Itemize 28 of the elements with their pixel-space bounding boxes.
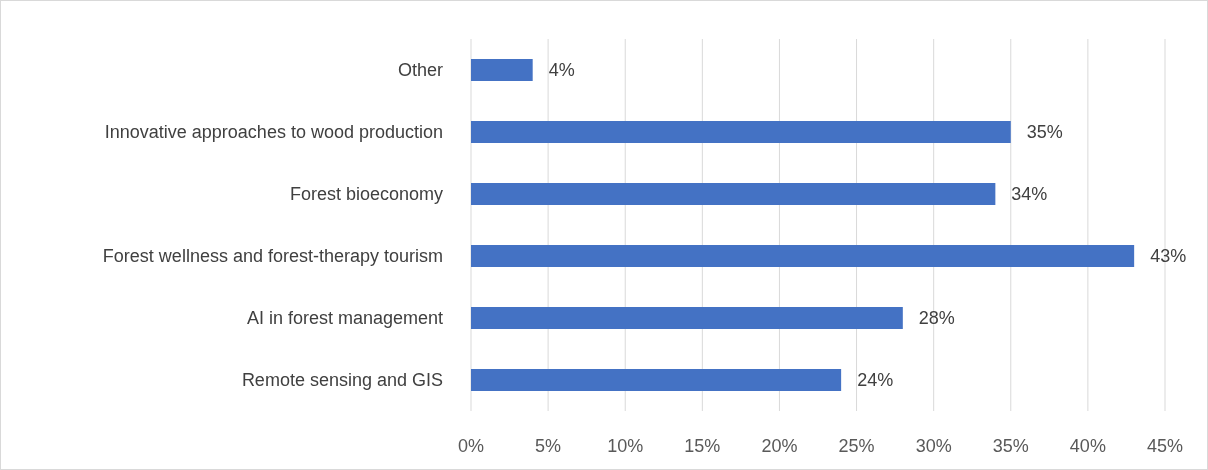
bar [471,121,1011,143]
data-label: 4% [548,60,575,81]
bar [471,369,842,391]
y-tick-label: AI in forest management [246,308,443,329]
x-tick-label: 10% [607,435,644,456]
y-tick-label: Forest wellness and forest-therapy tourism [102,246,443,267]
x-tick-label: 45% [1146,435,1184,456]
bar [471,59,533,81]
x-tick-label: 5% [535,435,562,456]
x-tick-label: 35% [992,435,1029,456]
data-label: 35% [1026,122,1063,143]
x-tick-label: 15% [684,435,721,456]
x-tick-label: 0% [457,435,485,456]
x-tick-label: 40% [1069,435,1106,456]
data-label: 34% [1011,184,1048,205]
x-tick-label: 25% [838,435,875,456]
data-label: 28% [918,308,955,329]
y-tick-label: Other [397,60,443,81]
x-tick-label: 20% [761,435,798,456]
bar [471,307,903,329]
x-tick-label: 30% [915,435,952,456]
bar [471,245,1135,267]
y-tick-label: Innovative approaches to wood production [104,122,443,143]
data-label: 43% [1150,246,1187,267]
data-label: 24% [857,370,894,391]
y-tick-label: Forest bioeconomy [289,184,443,205]
y-tick-label: Remote sensing and GIS [241,370,443,391]
bar [471,183,996,205]
